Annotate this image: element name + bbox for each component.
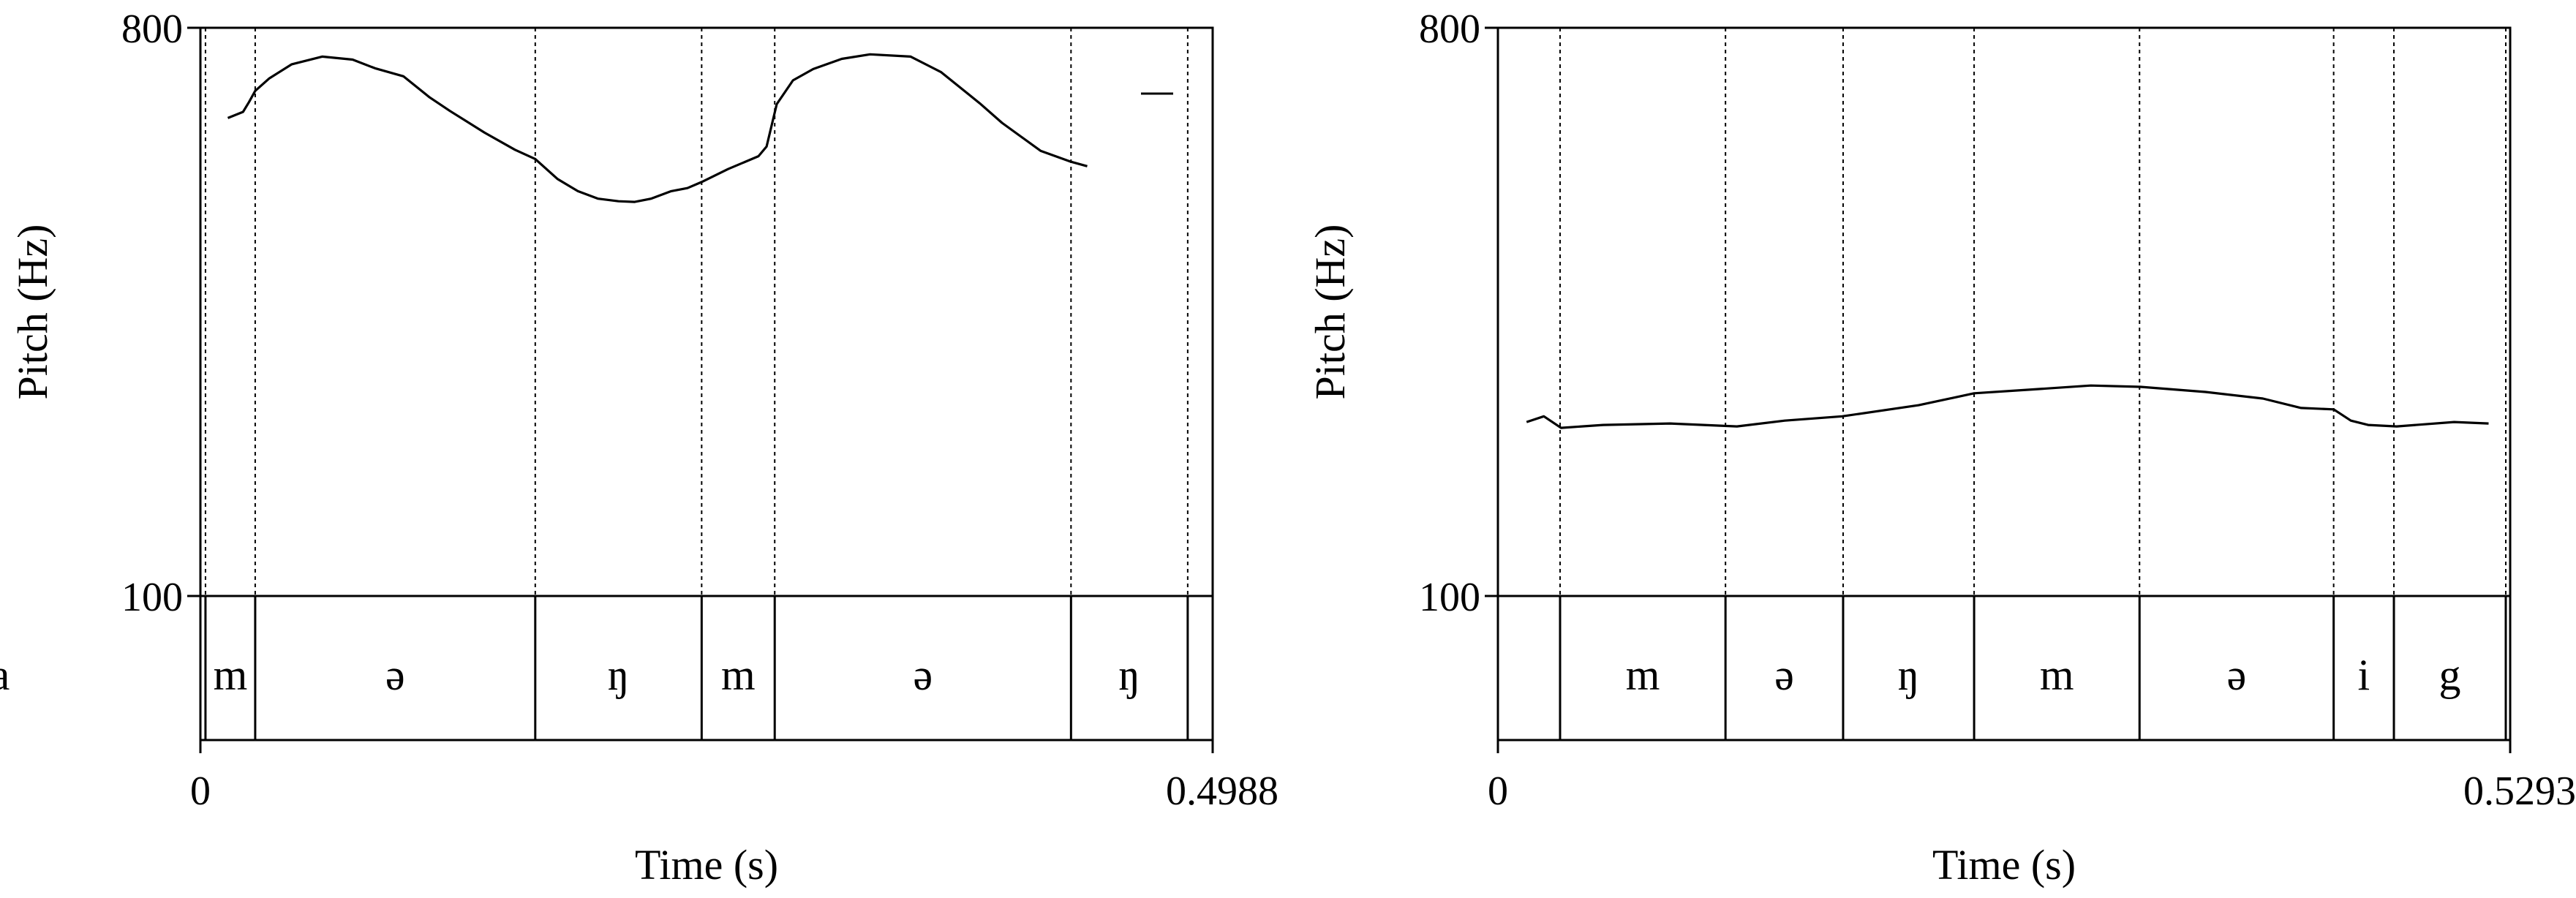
y-tick-label-bottom: 100 xyxy=(1419,575,1480,620)
segment-label: ə xyxy=(913,651,933,699)
segment-label: m xyxy=(2040,651,2074,699)
pitch-contour-line xyxy=(1526,384,2489,429)
segment-label: i xyxy=(2358,651,2370,699)
plot-frame xyxy=(199,26,1214,742)
segment-label: ə xyxy=(385,651,405,699)
segment-label: g xyxy=(2439,651,2461,699)
pitch-contour-line xyxy=(227,53,1088,203)
x-axis-label: Time (s) xyxy=(635,841,778,888)
x-tick-label-start: 0 xyxy=(190,769,211,814)
plot-frame xyxy=(1496,26,2512,742)
x-tick-label-end: 0.5293 xyxy=(2463,769,2576,814)
segment-label: ŋ xyxy=(608,651,630,699)
segment-label: ŋ xyxy=(1118,651,1140,699)
segment-label: m xyxy=(721,651,756,699)
y-axis-label: Pitch (Hz) xyxy=(9,224,56,400)
segment-label: m xyxy=(214,651,248,699)
x-axis-label: Time (s) xyxy=(1932,841,2076,888)
x-tick-label-start: 0 xyxy=(1488,769,1508,814)
y-tick-label-top: 800 xyxy=(1419,7,1480,52)
y-tick-label-bottom: 100 xyxy=(121,575,183,620)
segment-label: a xyxy=(0,651,10,699)
y-tick-label-top: 800 xyxy=(121,7,183,52)
x-tick-label-end: 0.4988 xyxy=(1166,769,1278,814)
segment-label: ə xyxy=(1774,651,1794,699)
segment-label: ŋ xyxy=(1898,651,1920,699)
segment-label: m xyxy=(1626,651,1660,699)
segment-label: ə xyxy=(2227,651,2247,699)
y-axis-label: Pitch (Hz) xyxy=(1306,224,1354,400)
